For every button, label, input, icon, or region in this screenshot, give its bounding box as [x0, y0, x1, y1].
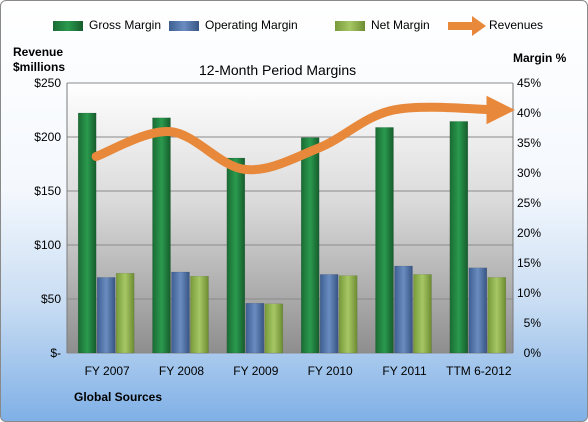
left-tick-label: $150: [34, 184, 61, 198]
gross-margin-bar: [300, 137, 320, 354]
gross-margin-legend-swatch: [53, 21, 83, 31]
revenue-line: [91, 95, 516, 175]
chart-title: 12-Month Period Margins: [199, 62, 357, 78]
net-margin-bar: [115, 272, 135, 354]
operating-margin-bar: [319, 274, 339, 354]
plot-area: [67, 83, 513, 353]
net-margin-legend-label: Net Margin: [371, 18, 430, 32]
right-tick-label: 10%: [517, 286, 541, 300]
operating-margin-bar: [245, 302, 265, 354]
left-axis-title-line2: $millions: [13, 60, 66, 74]
revenues-legend-label: Revenues: [489, 18, 544, 32]
operating-margin-bar: [394, 265, 413, 354]
revenues-legend-arrow-icon: [472, 16, 486, 36]
net-margin-legend-swatch: [335, 21, 365, 31]
right-axis-title: Margin %: [513, 51, 567, 65]
gross-margin-legend-label: Gross Margin: [89, 18, 162, 32]
operating-margin-legend-swatch: [169, 21, 199, 31]
gross-margin-bar: [449, 121, 469, 354]
x-tick-label: FY 2010: [308, 364, 353, 378]
right-tick-label: 15%: [517, 256, 541, 270]
legend: Gross Margin Operating Margin Net Margin Re…: [1, 1, 587, 36]
left-tick-label: $-: [50, 346, 61, 360]
left-tick-label: $200: [34, 130, 61, 144]
net-margin-bar: [413, 274, 432, 354]
right-tick-label: 5%: [524, 316, 542, 330]
operating-margin-bar: [468, 267, 488, 354]
operating-margin-bar: [96, 277, 116, 354]
right-tick-label: 25%: [517, 196, 541, 210]
left-tick-label: $50: [41, 292, 61, 306]
left-axis-title-line1: Revenue: [13, 45, 64, 59]
right-tick-label: 45%: [517, 76, 541, 90]
gross-margin-bar: [77, 112, 97, 354]
revenues-legend-swatch: [448, 22, 474, 30]
left-tick-label: $100: [34, 238, 61, 252]
gross-margin-bar: [226, 157, 246, 354]
operating-margin-bar: [171, 271, 190, 354]
net-margin-bar: [338, 275, 358, 354]
x-tick-label: FY 2007: [85, 364, 130, 378]
right-tick-label: 30%: [517, 166, 541, 180]
right-tick-label: 35%: [517, 136, 541, 150]
operating-margin-legend-label: Operating Margin: [205, 18, 298, 32]
net-margin-bar: [487, 277, 507, 354]
x-tick-label: FY 2011: [382, 364, 427, 378]
gross-margin-bar: [375, 127, 394, 354]
right-tick-label: 40%: [517, 106, 541, 120]
right-tick-label: 20%: [517, 226, 541, 240]
gross-margin-bar: [152, 117, 171, 354]
x-tick-label: FY 2008: [159, 364, 204, 378]
footer-label: Global Sources: [74, 390, 163, 404]
net-margin-bar: [264, 303, 284, 354]
left-tick-label: $250: [34, 76, 61, 90]
x-tick-label: FY 2009: [233, 364, 278, 378]
right-tick-label: 0%: [524, 346, 542, 360]
net-margin-bar: [190, 275, 209, 354]
x-tick-label: TTM 6-2012: [446, 364, 512, 378]
